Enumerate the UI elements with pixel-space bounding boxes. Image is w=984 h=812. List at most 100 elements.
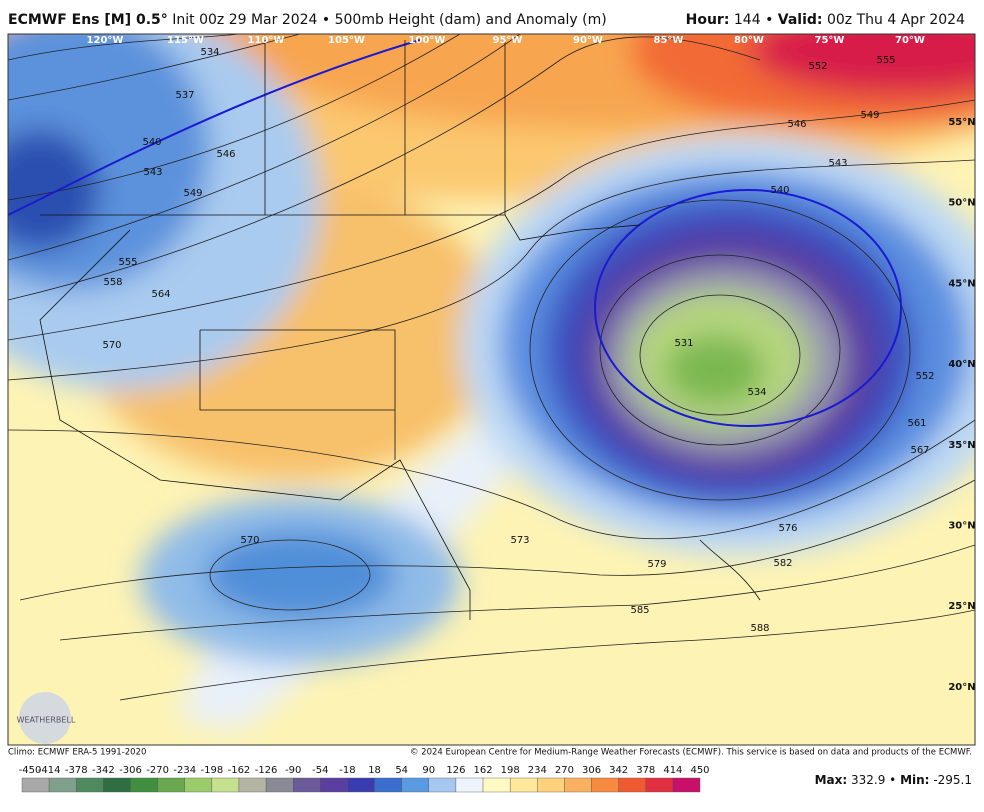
colorbar-segment xyxy=(672,777,701,793)
contour-label: 531 xyxy=(674,338,693,349)
colorbar-tick-label: 306 xyxy=(582,765,601,776)
max-label: Max: xyxy=(815,773,848,787)
borders xyxy=(39,40,761,620)
colorbar-tick-label: -126 xyxy=(255,765,278,776)
colorbar-tick-label: -162 xyxy=(228,765,251,776)
colorbar-segment xyxy=(347,777,375,793)
colorbar-segment xyxy=(401,777,429,793)
colorbar-segment xyxy=(157,777,185,793)
colorbar-tick-label: -342 xyxy=(92,765,115,776)
latitude-label: 40°N xyxy=(948,359,975,370)
title: ECMWF Ens [M] 0.5° Init 00z 29 Mar 2024 … xyxy=(8,12,607,28)
colorbar-tick-label: -54 xyxy=(312,765,328,776)
colorbar-segment xyxy=(238,777,267,793)
valid-label: Valid: xyxy=(778,12,823,28)
longitude-label: 120°W xyxy=(87,35,124,46)
colorbar-segment xyxy=(591,777,619,793)
colorbar-segment xyxy=(103,777,131,793)
copyright: © 2024 European Centre for Medium-Range … xyxy=(410,748,972,758)
latitude-label: 45°N xyxy=(948,278,975,289)
contour-label: 564 xyxy=(151,289,170,300)
colorbar-tick-label: 90 xyxy=(422,765,435,776)
colorbar-segment xyxy=(564,777,592,793)
colorbar-tick-label: 18 xyxy=(368,765,381,776)
contour-label: 582 xyxy=(773,558,792,569)
colorbar-tick-label: 234 xyxy=(528,765,547,776)
colorbar-tick-label: 54 xyxy=(395,765,408,776)
colorbar-tick-label: -90 xyxy=(285,765,301,776)
contour-label: 540 xyxy=(142,137,161,148)
latitude-label: 20°N xyxy=(948,682,975,693)
colorbar-segment xyxy=(130,777,158,793)
colorbar-segment xyxy=(21,777,50,793)
colorbar-tick-label: 198 xyxy=(501,765,520,776)
contour-label: 561 xyxy=(907,418,926,429)
contour-label: 567 xyxy=(910,445,929,456)
contour-label: 534 xyxy=(200,47,219,58)
contour-label: 570 xyxy=(240,535,259,546)
longitude-label: 70°W xyxy=(895,35,925,46)
longitude-label: 105°W xyxy=(328,35,365,46)
latitude-label: 30°N xyxy=(948,521,975,532)
contour-label: 549 xyxy=(860,110,879,121)
colorbar-tick-label: 126 xyxy=(446,765,465,776)
contour-label: 537 xyxy=(175,90,194,101)
colorbar-segment xyxy=(211,777,240,793)
colorbar-tick-label: -18 xyxy=(339,765,355,776)
longitude-label: 85°W xyxy=(654,35,684,46)
hour-label: Hour: xyxy=(686,12,730,28)
colorbar-tick-label: -198 xyxy=(200,765,223,776)
model: ECMWF Ens [M] 0.5° xyxy=(8,12,168,28)
contour-label: 555 xyxy=(876,55,895,66)
colorbar-tick-label: 414 xyxy=(663,765,682,776)
contour-label: 549 xyxy=(183,188,202,199)
hour: 144 xyxy=(734,12,761,28)
longitude-label: 90°W xyxy=(573,35,603,46)
separator: • xyxy=(889,773,896,787)
colorbar-segment xyxy=(184,777,213,793)
colorbar-segment xyxy=(374,777,402,793)
contour-label: 546 xyxy=(787,119,806,130)
latitude-label: 35°N xyxy=(948,440,975,451)
contour-label: 534 xyxy=(747,387,766,398)
contour-label: 546 xyxy=(216,149,235,160)
separator: • xyxy=(765,12,773,28)
map-frame xyxy=(7,33,976,746)
colorbar-segment xyxy=(48,777,77,793)
colorbar-tick-label: 162 xyxy=(473,765,492,776)
longitude-label: 95°W xyxy=(493,35,523,46)
colorbar-segment xyxy=(537,777,565,793)
colorbar-tick-label: -270 xyxy=(146,765,169,776)
reference-contours xyxy=(8,39,902,427)
latitude-label: 50°N xyxy=(948,198,975,209)
longitude-label: 115°W xyxy=(167,35,204,46)
colorbar-segment xyxy=(265,777,294,793)
contour-label: 588 xyxy=(750,623,769,634)
colorbar-tick-label: 270 xyxy=(555,765,574,776)
contour-label: 585 xyxy=(630,605,649,616)
latitude-label: 25°N xyxy=(948,601,975,612)
valid: 00z Thu 4 Apr 2024 xyxy=(827,12,965,28)
contour-label: 573 xyxy=(510,535,529,546)
header: ECMWF Ens [M] 0.5° Init 00z 29 Mar 2024 … xyxy=(8,12,965,28)
climo: Climo: ECMWF ERA-5 1991-2020 xyxy=(8,748,146,758)
contour-label: 543 xyxy=(143,167,162,178)
colorbar-tick-label: -378 xyxy=(65,765,88,776)
colorbar-tick-label: 378 xyxy=(636,765,655,776)
contour-label: 570 xyxy=(102,340,121,351)
colorbar-segment xyxy=(482,777,511,793)
run: Init 00z 29 Mar 2024 • 500mb Height (dam… xyxy=(172,12,606,28)
colorbar-tick-label: -414 xyxy=(38,765,61,776)
colorbar-segment xyxy=(645,777,674,793)
map: WEATHERBELL 120°W 115°W 110°W 105°W 100°W 95°… xyxy=(8,34,975,745)
colorbar-segment xyxy=(455,777,484,793)
min-label: Min: xyxy=(900,773,929,787)
longitude-label: 80°W xyxy=(734,35,764,46)
colorbar-tick-label: -234 xyxy=(173,765,196,776)
contour-label: 552 xyxy=(915,371,934,382)
colorbar-tick-label: 342 xyxy=(609,765,628,776)
colorbar-segment xyxy=(509,777,538,793)
longitude-label: 110°W xyxy=(248,35,285,46)
contour-label: 543 xyxy=(828,158,847,169)
